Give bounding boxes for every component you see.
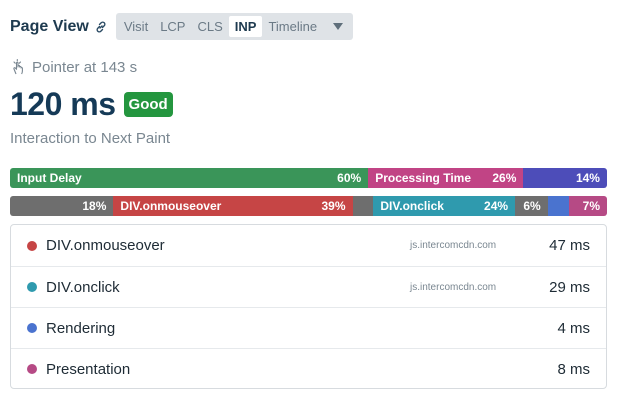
script-segment[interactable]: 6%: [515, 196, 548, 216]
metric-value: 120 ms: [10, 86, 116, 122]
view-tabs: Visit LCP CLS INP Timeline: [115, 13, 354, 40]
list-item-label: Rendering: [46, 319, 116, 337]
script-segment[interactable]: DIV.onmouseover 39%: [113, 196, 353, 216]
list-item[interactable]: DIV.onclick js.intercomcdn.com 29 ms: [11, 266, 606, 307]
script-segment-percent: 39%: [321, 199, 346, 213]
list-item[interactable]: Presentation 8 ms: [11, 348, 606, 389]
script-segment-percent: 24%: [484, 199, 509, 213]
status-badge: Good: [123, 92, 173, 117]
phase-segment[interactable]: Processing Time 26%: [368, 168, 524, 188]
script-segment[interactable]: 7%: [568, 196, 607, 216]
phase-segment-percent: 26%: [492, 171, 517, 185]
phase-segment[interactable]: Input Delay 60%: [10, 168, 369, 188]
metric-name: Interaction to Next Paint: [10, 130, 171, 147]
script-segment-percent: 7%: [582, 199, 600, 213]
phase-segment-percent: 14%: [575, 171, 600, 185]
color-dot: [27, 323, 37, 333]
metric-summary: 120 ms Good: [10, 86, 173, 123]
list-item-duration: 8 ms: [557, 360, 590, 378]
color-dot: [27, 240, 37, 251]
link-icon[interactable]: [94, 20, 108, 34]
list-item-duration: 47 ms: [549, 237, 590, 254]
list-item-duration: 4 ms: [557, 319, 590, 337]
breakdown-list: DIV.onmouseover js.intercomcdn.com 47 ms DI…: [10, 224, 607, 389]
list-item-source: js.intercomcdn.com: [410, 240, 497, 251]
list-item[interactable]: Rendering 4 ms: [11, 307, 606, 348]
script-segment[interactable]: 18%: [10, 196, 114, 216]
pointer-time: Pointer at 143 s: [32, 58, 138, 76]
tab-inp[interactable]: INP: [228, 16, 263, 37]
tab-lcp[interactable]: LCP: [160, 19, 186, 34]
phase-segment-label: Processing Time: [375, 171, 472, 185]
tab-timeline[interactable]: Timeline: [268, 19, 318, 34]
script-segment[interactable]: DIV.onclick 24%: [373, 196, 516, 216]
list-item-label: DIV.onclick: [46, 278, 120, 296]
tab-visit[interactable]: Visit: [123, 19, 149, 34]
list-item-source: js.intercomcdn.com: [410, 281, 497, 293]
list-item-label: DIV.onmouseover: [46, 237, 165, 254]
script-segment-percent: 6%: [523, 199, 541, 213]
phase-segment[interactable]: 14%: [523, 168, 607, 188]
list-item[interactable]: DIV.onmouseover js.intercomcdn.com 47 ms: [11, 225, 606, 266]
color-dot: [27, 282, 37, 292]
script-segment-percent: 18%: [82, 199, 107, 213]
tab-cls[interactable]: CLS: [197, 19, 223, 34]
list-item-label: Presentation: [46, 360, 131, 378]
interaction-info: Pointer at 143 s: [10, 58, 137, 76]
header: Page View Visit LCP CLS INP Timeline: [10, 13, 354, 40]
script-segment-label: DIV.onclick: [380, 199, 444, 213]
script-segment-label: DIV.onmouseover: [120, 199, 222, 213]
chevron-down-icon[interactable]: [333, 23, 344, 30]
list-item-duration: 29 ms: [549, 278, 590, 296]
color-dot: [27, 364, 37, 374]
pointer-icon: [13, 58, 23, 75]
phase-segment-label: Input Delay: [17, 171, 82, 185]
page-title: Page View: [10, 17, 89, 35]
script-breakdown-bar: 18% DIV.onmouseover 39% DIV.onclick 24% 6% 7%: [10, 196, 607, 216]
phase-segment-percent: 60%: [337, 171, 362, 185]
script-segment[interactable]: [547, 196, 569, 216]
script-segment[interactable]: [352, 196, 374, 216]
phase-breakdown-bar: Input Delay 60% Processing Time 26% 14%: [10, 168, 607, 188]
